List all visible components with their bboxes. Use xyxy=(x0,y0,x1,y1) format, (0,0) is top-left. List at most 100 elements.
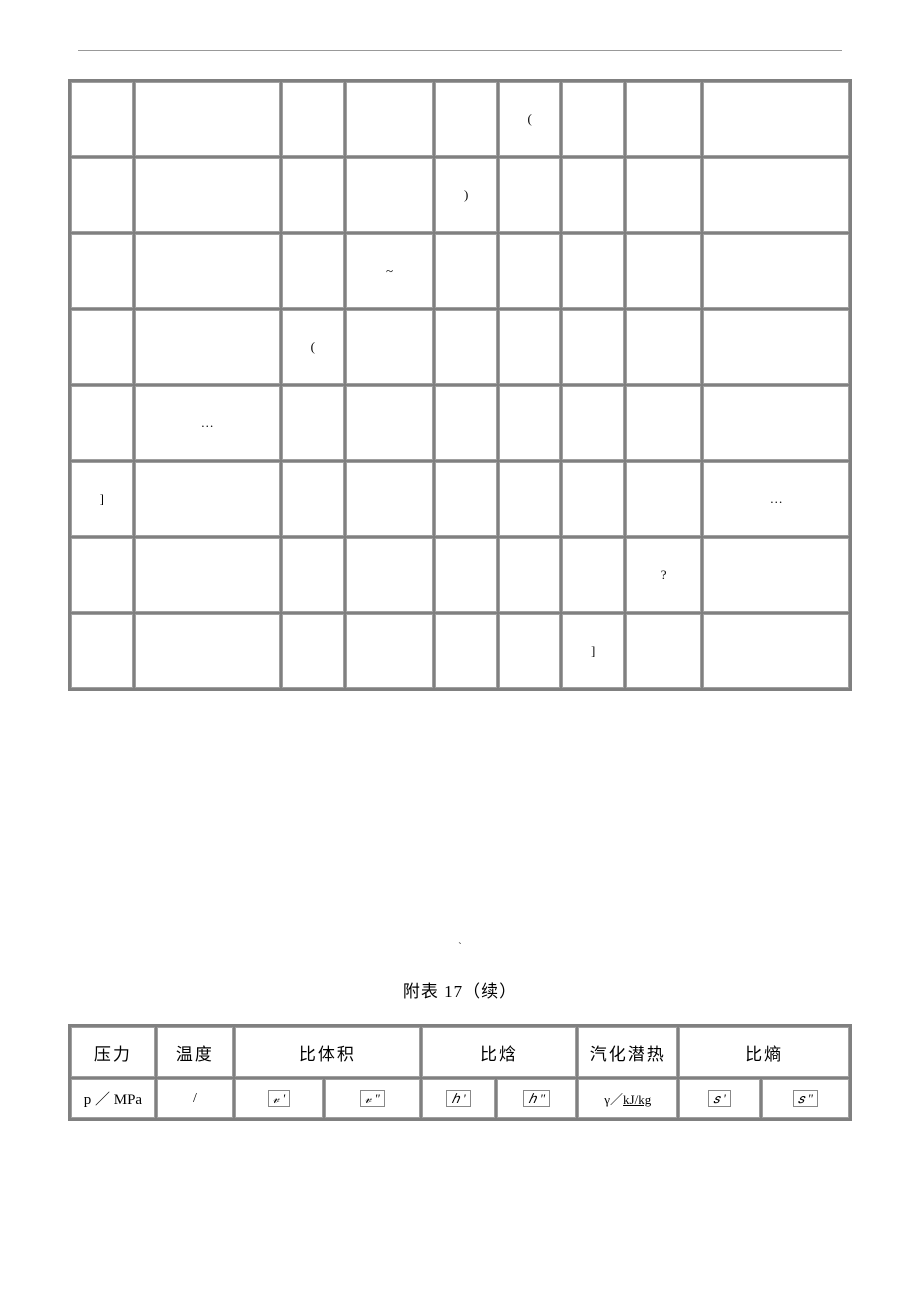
table-row: ~ xyxy=(71,234,849,308)
grid-cell xyxy=(703,538,849,612)
header-row: 压力 温度 比体积 比焓 汽化潜热 比熵 xyxy=(71,1027,849,1077)
grid-cell xyxy=(282,538,344,612)
grid-cell xyxy=(703,614,849,688)
grid-cell xyxy=(346,614,434,688)
grid-cell: ) xyxy=(435,158,497,232)
grid-cell xyxy=(562,538,624,612)
grid-cell xyxy=(703,82,849,156)
grid-cell xyxy=(499,310,561,384)
grid-cell xyxy=(282,158,344,232)
grid-cell xyxy=(135,310,281,384)
grid-cell xyxy=(562,310,624,384)
grid-cell xyxy=(135,158,281,232)
grid-cell xyxy=(626,158,701,232)
sub-s-prime: 𝑠 ' xyxy=(679,1079,760,1118)
grid-cell xyxy=(562,82,624,156)
table-title: 附表 17（续） xyxy=(68,977,852,1002)
main-grid-table: ( ) ~ xyxy=(68,79,852,691)
grid-cell xyxy=(282,234,344,308)
grid-cell xyxy=(626,310,701,384)
grid-cell xyxy=(282,386,344,460)
grid-cell xyxy=(703,310,849,384)
header-spec-enthalpy: 比焓 xyxy=(422,1027,576,1077)
grid-cell xyxy=(562,234,624,308)
grid-cell xyxy=(346,82,434,156)
spacer xyxy=(68,691,852,941)
grid-cell xyxy=(135,462,281,536)
grid-cell xyxy=(71,614,133,688)
grid-cell xyxy=(562,158,624,232)
tick-mark: ` xyxy=(68,941,852,953)
grid-cell xyxy=(435,234,497,308)
header-latent-heat: 汽化潜热 xyxy=(578,1027,677,1077)
grid-cell xyxy=(435,614,497,688)
table-row: ] … xyxy=(71,462,849,536)
table-row: ) xyxy=(71,158,849,232)
grid-cell xyxy=(346,310,434,384)
grid-cell xyxy=(499,614,561,688)
grid-cell: ~ xyxy=(346,234,434,308)
grid-cell xyxy=(703,386,849,460)
grid-cell xyxy=(346,386,434,460)
grid-cell xyxy=(71,82,133,156)
grid-cell xyxy=(499,538,561,612)
var-s-prime: 𝑠 ' xyxy=(708,1090,730,1107)
var-v-dprime: 𝓋 " xyxy=(360,1090,385,1107)
grid-cell xyxy=(71,538,133,612)
grid-cell: ( xyxy=(499,82,561,156)
sub-temp: / xyxy=(157,1079,233,1118)
sub-p-mpa: p ／ MPa xyxy=(71,1079,155,1118)
grid-cell xyxy=(71,234,133,308)
grid-cell xyxy=(282,614,344,688)
grid-cell xyxy=(135,82,281,156)
subheader-row: p ／ MPa / 𝓋 ' 𝓋 " ℎ ' ℎ " γ／kJ/kg 𝑠 ' 𝑠 … xyxy=(71,1079,849,1118)
grid-cell xyxy=(71,158,133,232)
sub-s-dprime: 𝑠 " xyxy=(762,1079,849,1118)
properties-table: 压力 温度 比体积 比焓 汽化潜热 比熵 p ／ MPa / 𝓋 ' 𝓋 " ℎ… xyxy=(68,1024,852,1121)
grid-cell xyxy=(626,462,701,536)
grid-cell xyxy=(626,614,701,688)
table-row: ( xyxy=(71,82,849,156)
grid-cell xyxy=(703,234,849,308)
grid-cell xyxy=(135,234,281,308)
table-row: ( xyxy=(71,310,849,384)
table-row: ] xyxy=(71,614,849,688)
var-s-dprime: 𝑠 " xyxy=(793,1090,818,1107)
grid-cell: ? xyxy=(626,538,701,612)
grid-cell xyxy=(562,462,624,536)
grid-cell xyxy=(562,386,624,460)
header-spec-entropy: 比熵 xyxy=(679,1027,849,1077)
table-row: ? xyxy=(71,538,849,612)
var-v-prime: 𝓋 ' xyxy=(268,1090,290,1107)
grid-cell: ] xyxy=(562,614,624,688)
grid-cell xyxy=(346,462,434,536)
grid-cell xyxy=(346,158,434,232)
grid-cell xyxy=(499,462,561,536)
grid-cell: … xyxy=(703,462,849,536)
grid-cell xyxy=(435,538,497,612)
sub-v-dprime: 𝓋 " xyxy=(325,1079,420,1118)
grid-cell xyxy=(435,82,497,156)
grid-cell xyxy=(435,310,497,384)
header-temperature: 温度 xyxy=(157,1027,233,1077)
grid-cell xyxy=(499,234,561,308)
grid-cell: ( xyxy=(282,310,344,384)
grid-cell: … xyxy=(135,386,281,460)
sub-h-prime: ℎ ' xyxy=(422,1079,495,1118)
grid-cell xyxy=(626,234,701,308)
grid-cell: ] xyxy=(71,462,133,536)
header-pressure: 压力 xyxy=(71,1027,155,1077)
var-h-prime: ℎ ' xyxy=(446,1090,470,1107)
grid-cell xyxy=(346,538,434,612)
grid-cell xyxy=(71,386,133,460)
var-h-dprime: ℎ " xyxy=(523,1090,550,1107)
grid-cell xyxy=(135,538,281,612)
grid-cell xyxy=(499,158,561,232)
grid-cell xyxy=(71,310,133,384)
sub-v-prime: 𝓋 ' xyxy=(235,1079,323,1118)
grid-cell xyxy=(703,158,849,232)
grid-cell xyxy=(282,82,344,156)
grid-cell xyxy=(626,386,701,460)
header-spec-volume: 比体积 xyxy=(235,1027,420,1077)
header-rule xyxy=(78,50,842,51)
